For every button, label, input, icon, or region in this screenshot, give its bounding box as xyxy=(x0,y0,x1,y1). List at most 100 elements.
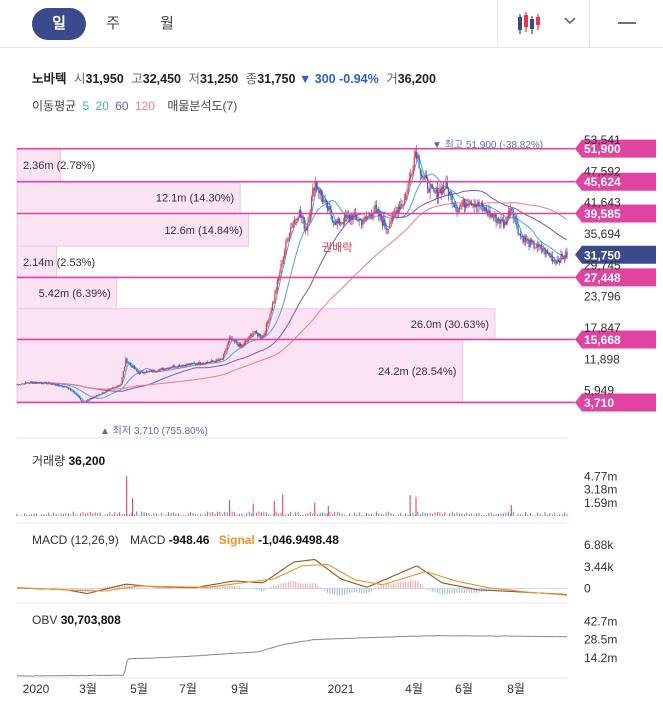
candle-body xyxy=(125,358,127,367)
candle-body xyxy=(526,239,528,241)
candle-body xyxy=(411,174,413,175)
candle-body xyxy=(345,215,347,218)
candle-body xyxy=(424,175,426,177)
menu-button[interactable] xyxy=(589,0,663,48)
candle-body xyxy=(444,188,446,190)
candle-body xyxy=(159,368,161,370)
candle-body xyxy=(546,250,549,254)
candlestick-icon xyxy=(518,12,540,34)
candle-body xyxy=(375,204,377,209)
candle-body xyxy=(453,203,456,208)
open-label: 시 xyxy=(74,72,86,86)
chart-type-selector[interactable] xyxy=(497,0,589,48)
candle-body xyxy=(323,200,325,202)
obv-tick-label: 42.7m xyxy=(584,614,617,628)
candle-body xyxy=(50,383,52,385)
candle-body xyxy=(379,213,381,216)
candle-body xyxy=(183,365,186,366)
x-tick-label: 2020 xyxy=(23,682,50,696)
price-level-tag xyxy=(575,245,656,264)
candle-body xyxy=(203,363,205,364)
candle-body xyxy=(340,223,342,225)
volume-label: 거 xyxy=(386,72,398,86)
stock-name: 노바텍 xyxy=(32,72,67,86)
candle-body xyxy=(180,365,182,367)
price-level-tag xyxy=(575,393,656,412)
candle-body xyxy=(479,206,481,207)
candle-body xyxy=(357,220,359,221)
candle-body xyxy=(485,207,487,212)
x-tick-label: 4월 xyxy=(405,682,423,696)
candle-body xyxy=(121,377,123,384)
candle-body xyxy=(116,386,118,388)
price-level-label: 39,585 xyxy=(584,207,621,221)
candle-body xyxy=(139,372,142,374)
low-value: 31,250 xyxy=(199,72,239,86)
candle-body xyxy=(407,184,409,194)
candle-body xyxy=(306,228,308,231)
low-annotation: ▲ 최저 3,710 (755.80%) xyxy=(100,425,208,437)
moving-average-legend[interactable]: 이동평균 5 20 60 120 매물분석도(7) xyxy=(32,97,240,114)
candle-body xyxy=(204,363,206,364)
candle-body xyxy=(385,227,387,231)
candle-body xyxy=(461,204,463,206)
candle-body xyxy=(293,219,296,224)
candle-body xyxy=(64,386,66,388)
candle-body xyxy=(236,341,238,345)
x-tick-label: 8월 xyxy=(507,682,525,696)
candle-body xyxy=(65,386,67,388)
candle-body xyxy=(197,363,199,365)
candle-body xyxy=(198,362,200,365)
candle-body xyxy=(28,382,30,384)
candle-body xyxy=(241,346,243,347)
candle-body xyxy=(343,215,346,224)
candle-body xyxy=(342,222,344,224)
change-value: ▼ 300 -0.94% xyxy=(298,72,379,86)
candle-body xyxy=(433,188,435,192)
candle-body xyxy=(88,399,90,400)
tab-weekly[interactable]: 주 xyxy=(106,15,120,32)
candle-body xyxy=(90,398,93,399)
candle-body xyxy=(348,215,351,219)
candle-body xyxy=(46,383,49,385)
tab-daily[interactable]: 일 xyxy=(32,8,86,40)
candle-body xyxy=(482,203,484,207)
candle-body xyxy=(147,371,149,372)
candle-body xyxy=(216,359,219,361)
candle-body xyxy=(499,221,501,224)
candle-body xyxy=(194,363,197,365)
candle-body xyxy=(276,280,278,291)
candle-body xyxy=(281,263,283,265)
candle-body xyxy=(152,370,154,372)
candle-body xyxy=(550,256,552,258)
chevron-down-icon[interactable] xyxy=(564,17,576,25)
volume-profile-label: 매물분석도(7) xyxy=(167,99,238,113)
macd-label: MACD xyxy=(130,533,166,547)
candle-body xyxy=(440,188,442,195)
tab-monthly[interactable]: 월 xyxy=(160,15,174,32)
candle-body xyxy=(244,340,247,343)
candle-body xyxy=(464,203,467,208)
candle-body xyxy=(460,205,462,207)
candle-body xyxy=(128,362,131,364)
candle-body xyxy=(336,221,338,224)
candle-body xyxy=(352,214,354,220)
candle-body xyxy=(111,387,113,389)
candle-body xyxy=(68,388,71,390)
volume-tick-label: 1.59m xyxy=(584,496,617,510)
volume-tick-label: 4.77m xyxy=(584,469,617,483)
candle-body xyxy=(132,366,134,368)
volume-current: 36,200 xyxy=(68,454,106,468)
candle-body xyxy=(435,187,437,193)
candle-body xyxy=(237,344,239,347)
candle-body xyxy=(384,219,386,228)
obv-tick-label: 28.5m xyxy=(584,633,617,647)
candle-body xyxy=(473,203,475,208)
candle-body xyxy=(504,221,506,227)
candle-body xyxy=(77,395,79,397)
candle-body xyxy=(530,240,533,242)
candle-body xyxy=(391,212,393,222)
period-toolbar: 일 주 월 xyxy=(0,0,663,48)
macd-tick-label: 6.88k xyxy=(584,538,614,552)
